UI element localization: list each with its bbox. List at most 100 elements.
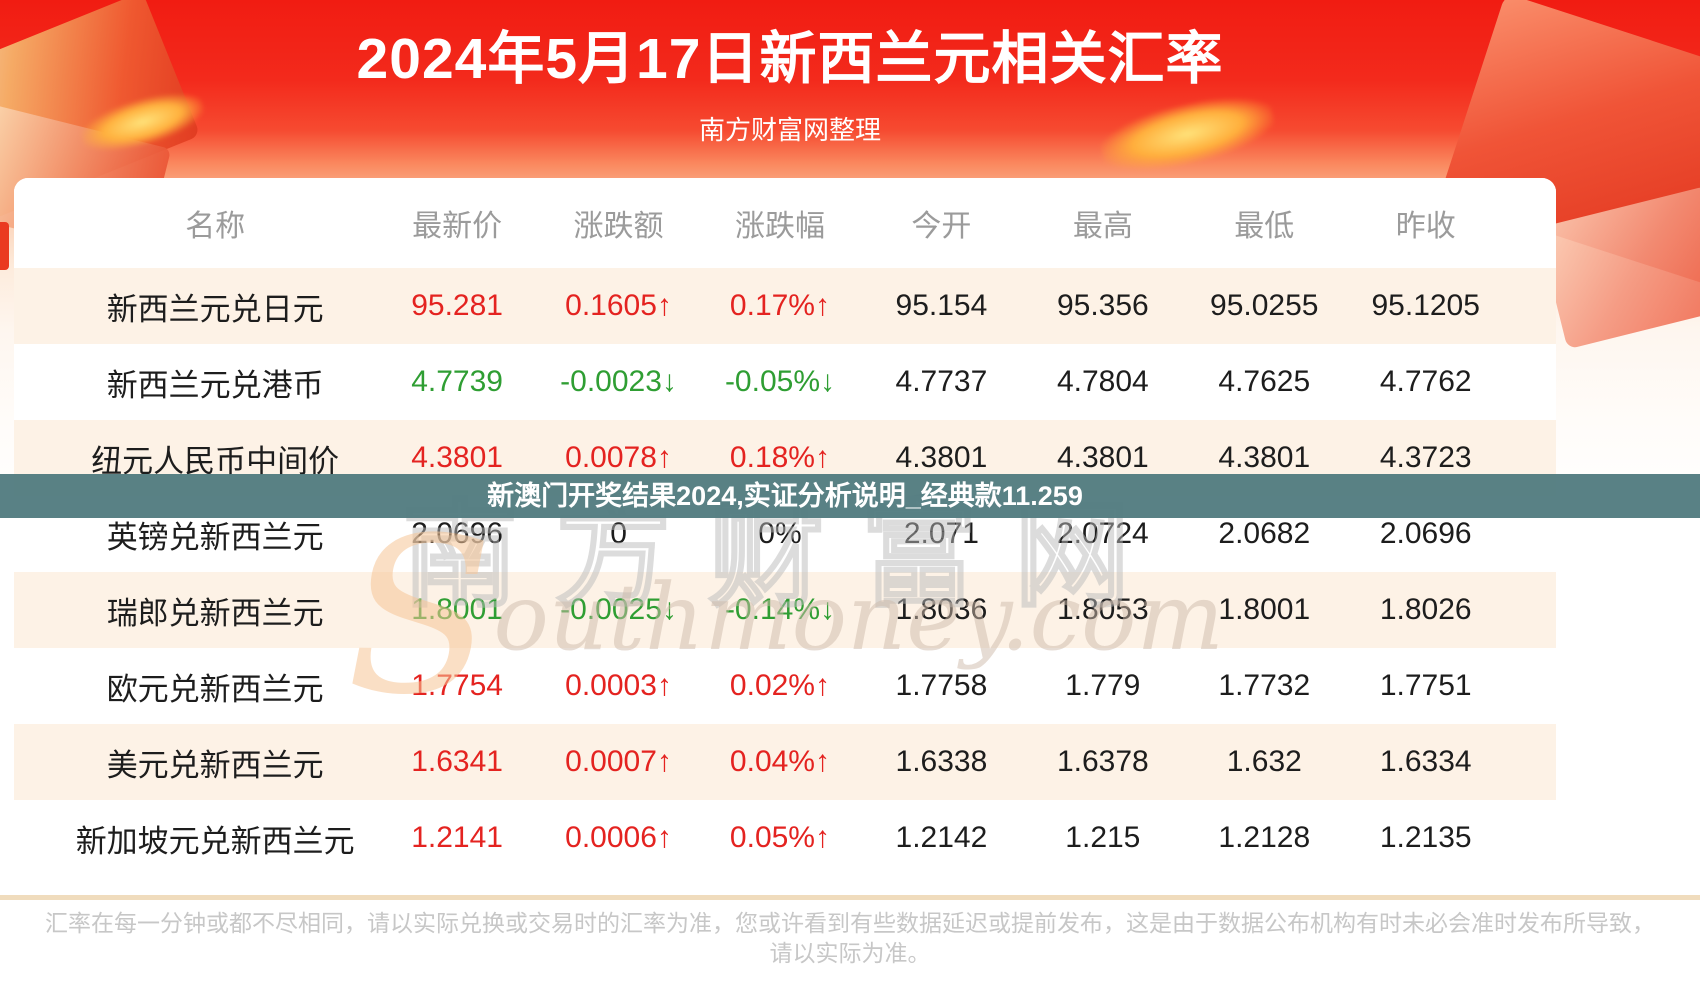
- open-cell: 1.2142: [895, 821, 988, 854]
- table-header-row: 名称 最新价 涨跌额 涨跌幅 今开 最高 最低 昨收: [14, 178, 1556, 268]
- table-row: 美元兑新西兰元 1.6341 0.0007↑ 0.04%↑ 1.6338 1.6…: [14, 724, 1556, 800]
- change-percent-cell: 0.04%↑: [729, 745, 830, 778]
- low-cell: 4.3801: [1218, 441, 1311, 474]
- prev-close-cell: 2.0696: [1379, 517, 1472, 550]
- page-subtitle: 南方财富网整理: [698, 115, 881, 145]
- change-percent-cell: -0.05%↓: [724, 365, 835, 398]
- latest-price-cell: 1.8001: [411, 593, 503, 626]
- high-cell: 1.8053: [1056, 593, 1149, 626]
- open-cell: 4.7737: [895, 365, 988, 398]
- row-spacer: [1506, 344, 1556, 420]
- rates-table: 名称 最新价 涨跌额 涨跌幅 今开 最高 最低 昨收 新西兰元兑日元 95.28…: [14, 178, 1556, 876]
- column-header-low: 最低: [1234, 210, 1295, 243]
- change-amount-cell: 0.1605↑: [565, 289, 672, 322]
- column-header-latest: 最新价: [412, 210, 503, 243]
- column-header-name: 名称: [185, 210, 246, 243]
- open-cell: 1.6338: [895, 745, 988, 778]
- prev-close-cell: 1.7751: [1379, 669, 1472, 702]
- latest-price-cell: 2.0696: [411, 517, 503, 550]
- high-cell: 2.0724: [1056, 517, 1149, 550]
- row-spacer: [1506, 648, 1556, 724]
- table-row: 欧元兑新西兰元 1.7754 0.0003↑ 0.02%↑ 1.7758 1.7…: [14, 648, 1556, 724]
- column-header-change: 涨跌额: [573, 210, 664, 243]
- latest-price-cell: 4.3801: [411, 441, 503, 474]
- change-percent-cell: 0%: [758, 517, 802, 550]
- prev-close-cell: 1.8026: [1379, 593, 1472, 626]
- latest-price-cell: 1.2141: [411, 821, 503, 854]
- table-row: 新西兰元兑港币 4.7739 -0.0023↓ -0.05%↓ 4.7737 4…: [14, 344, 1556, 420]
- open-cell: 1.7758: [895, 669, 988, 702]
- pair-name-cell: 纽元人民币中间价: [91, 443, 340, 479]
- table-row: 新加坡元兑新西兰元 1.2141 0.0006↑ 0.05%↑ 1.2142 1…: [14, 800, 1556, 876]
- row-spacer: [1506, 724, 1556, 800]
- high-cell: 95.356: [1056, 289, 1149, 322]
- prev-close-cell: 4.3723: [1379, 441, 1472, 474]
- change-amount-cell: 0.0003↑: [565, 669, 672, 702]
- low-cell: 1.7732: [1218, 669, 1311, 702]
- table-row: 瑞郎兑新西兰元 1.8001 -0.0025↓ -0.14%↓ 1.8036 1…: [14, 572, 1556, 648]
- row-spacer: [1506, 268, 1556, 344]
- rate-table-body: 新西兰元兑日元 95.281 0.1605↑ 0.17%↑ 95.154 95.…: [14, 268, 1556, 876]
- change-percent-cell: 0.05%↑: [729, 821, 830, 854]
- latest-price-cell: 1.7754: [411, 669, 503, 702]
- change-amount-cell: -0.0025↓: [560, 593, 677, 626]
- high-cell: 4.3801: [1056, 441, 1149, 474]
- low-cell: 4.7625: [1218, 365, 1311, 398]
- change-percent-cell: -0.14%↓: [724, 593, 835, 626]
- low-cell: 1.632: [1226, 745, 1302, 778]
- open-cell: 1.8036: [895, 593, 988, 626]
- table-row: 纽元人民币中间价 4.3801 0.0078↑ 0.18%↑ 4.3801 4.…: [14, 420, 1556, 496]
- pair-name-cell: 新加坡元兑新西兰元: [75, 823, 355, 859]
- column-header-percent: 涨跌幅: [734, 210, 825, 243]
- row-spacer: [1506, 572, 1556, 648]
- page-header: 2024年5月17日新西兰元相关汇率 南方财富网整理: [0, 0, 1580, 148]
- change-amount-cell: 0.0006↑: [565, 821, 672, 854]
- change-percent-cell: 0.02%↑: [729, 669, 830, 702]
- prev-close-cell: 4.7762: [1379, 365, 1472, 398]
- row-spacer: [1506, 800, 1556, 876]
- high-cell: 4.7804: [1056, 365, 1149, 398]
- high-cell: 1.215: [1065, 821, 1141, 854]
- low-cell: 2.0682: [1218, 517, 1311, 550]
- pair-name-cell: 新西兰元兑港币: [106, 367, 324, 403]
- footer-disclaimer-line1: 汇率在每一分钟或都不尽相同，请以实际兑换或交易时的汇率为准，您或许看到有些数据延…: [45, 910, 1655, 936]
- pair-name-cell: 新西兰元兑日元: [106, 291, 324, 327]
- footer-disclaimer-line2: 请以实际为准。: [769, 940, 931, 966]
- low-cell: 1.2128: [1218, 821, 1311, 854]
- change-amount-cell: 0: [610, 517, 627, 550]
- change-amount-cell: 0.0007↑: [565, 745, 672, 778]
- column-header-high: 最高: [1072, 210, 1133, 243]
- column-header-prev-close: 昨收: [1395, 210, 1456, 243]
- column-header-open: 今开: [911, 210, 972, 243]
- footer-divider-line: [0, 895, 1700, 900]
- open-cell: 95.154: [895, 289, 988, 322]
- open-cell: 4.3801: [895, 441, 988, 474]
- overlay-ad-banner[interactable]: 新澳门开奖结果2024,实证分析说明_经典款11.259: [0, 474, 1700, 518]
- change-percent-cell: 0.17%↑: [729, 289, 830, 322]
- change-amount-cell: -0.0023↓: [560, 365, 677, 398]
- pair-name-cell: 欧元兑新西兰元: [106, 671, 324, 707]
- prev-close-cell: 1.6334: [1379, 745, 1472, 778]
- page-title: 2024年5月17日新西兰元相关汇率: [356, 27, 1224, 91]
- change-amount-cell: 0.0078↑: [565, 441, 672, 474]
- footer-disclaimer: 汇率在每一分钟或都不尽相同，请以实际兑换或交易时的汇率为准，您或许看到有些数据延…: [0, 908, 1700, 968]
- column-header-spacer: [1506, 178, 1556, 268]
- prev-close-cell: 95.1205: [1371, 289, 1480, 322]
- latest-price-cell: 1.6341: [411, 745, 503, 778]
- overlay-ad-banner-text: 新澳门开奖结果2024,实证分析说明_经典款11.259: [487, 481, 1083, 511]
- open-cell: 2.071: [903, 517, 979, 550]
- latest-price-cell: 4.7739: [411, 365, 503, 398]
- pair-name-cell: 英镑兑新西兰元: [106, 519, 324, 555]
- high-cell: 1.6378: [1056, 745, 1149, 778]
- change-percent-cell: 0.18%↑: [729, 441, 830, 474]
- pair-name-cell: 瑞郎兑新西兰元: [106, 595, 324, 631]
- red-sliver-decoration-left: [0, 222, 9, 270]
- low-cell: 1.8001: [1218, 593, 1311, 626]
- rates-table-card: 名称 最新价 涨跌额 涨跌幅 今开 最高 最低 昨收 新西兰元兑日元 95.28…: [14, 178, 1556, 876]
- low-cell: 95.0255: [1210, 289, 1319, 322]
- latest-price-cell: 95.281: [411, 289, 503, 322]
- prev-close-cell: 1.2135: [1379, 821, 1472, 854]
- pair-name-cell: 美元兑新西兰元: [106, 747, 324, 783]
- high-cell: 1.779: [1065, 669, 1141, 702]
- table-row: 新西兰元兑日元 95.281 0.1605↑ 0.17%↑ 95.154 95.…: [14, 268, 1556, 344]
